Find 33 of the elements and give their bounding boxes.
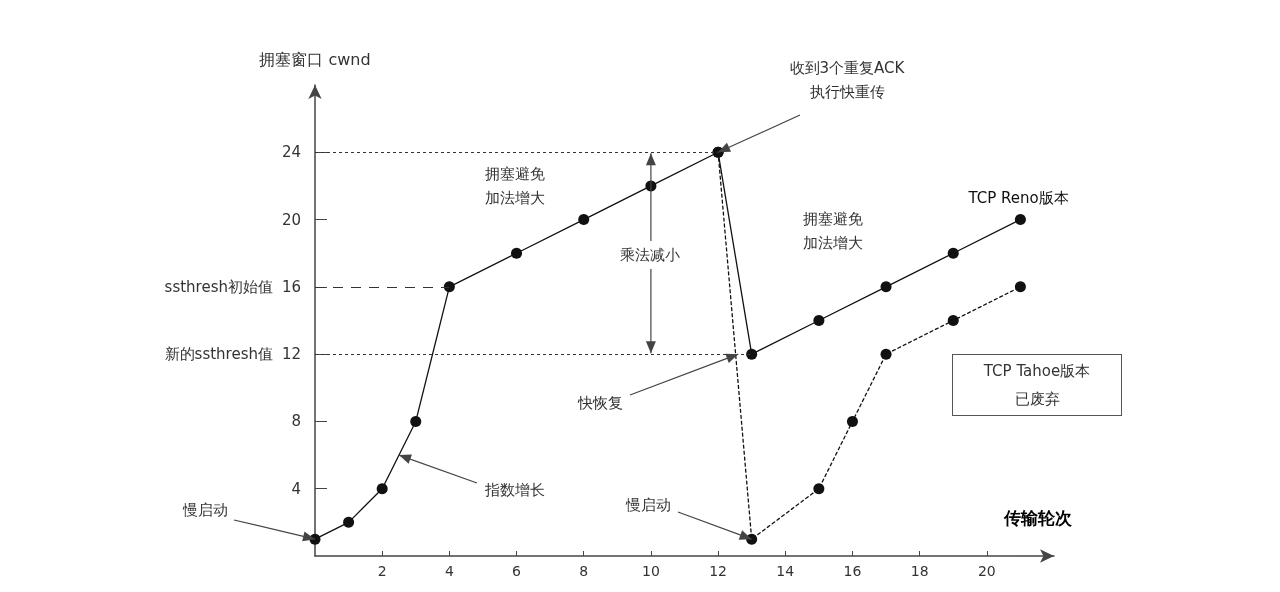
ref-line-label: 新的ssthresh值 <box>164 345 273 364</box>
ref-line-label: ssthresh初始值 <box>164 277 273 296</box>
y-tick-label: 24 <box>281 143 301 162</box>
annotation: 拥塞避免 <box>803 210 863 228</box>
annotation: TCP Tahoe版本 <box>982 362 1091 380</box>
y-tick-label: 4 <box>291 479 301 498</box>
annotation: 加法增大 <box>803 234 863 252</box>
y-tick-label: 8 <box>291 412 301 431</box>
x-tick-label: 10 <box>642 563 660 579</box>
annotation: 拥塞避免 <box>485 165 545 183</box>
annotation: 指数增长 <box>484 481 545 499</box>
x-tick-label: 4 <box>444 563 454 579</box>
x-tick-label: 14 <box>776 563 795 579</box>
y-tick-label: 12 <box>281 345 301 364</box>
annotation: 收到3个重复ACK 执行快重传 <box>789 59 906 101</box>
y-tick-label: 20 <box>281 210 301 229</box>
annotation: 慢启动 <box>624 496 671 514</box>
y-axis-title: 拥塞窗口 cwnd <box>259 49 371 69</box>
x-tick-label: 8 <box>579 563 589 579</box>
annotation: 慢启动 <box>181 501 228 519</box>
x-tick-label: 18 <box>910 563 929 579</box>
x-tick-label: 2 <box>377 563 387 579</box>
x-tick-label: 20 <box>977 563 996 579</box>
annotation: 已废弃 <box>1014 390 1060 408</box>
series-label: TCP Reno版本 <box>967 188 1069 207</box>
x-tick-label: 6 <box>512 563 522 579</box>
annotation: 加法增大 <box>485 189 545 207</box>
x-axis-title: 传输轮次 <box>1003 507 1073 528</box>
annotation: 乘法减小 <box>620 246 680 264</box>
x-tick-label: 16 <box>843 563 862 579</box>
x-tick-label: 12 <box>709 563 727 579</box>
annotation: 快恢复 <box>576 394 623 412</box>
y-tick-label: 16 <box>281 277 301 296</box>
